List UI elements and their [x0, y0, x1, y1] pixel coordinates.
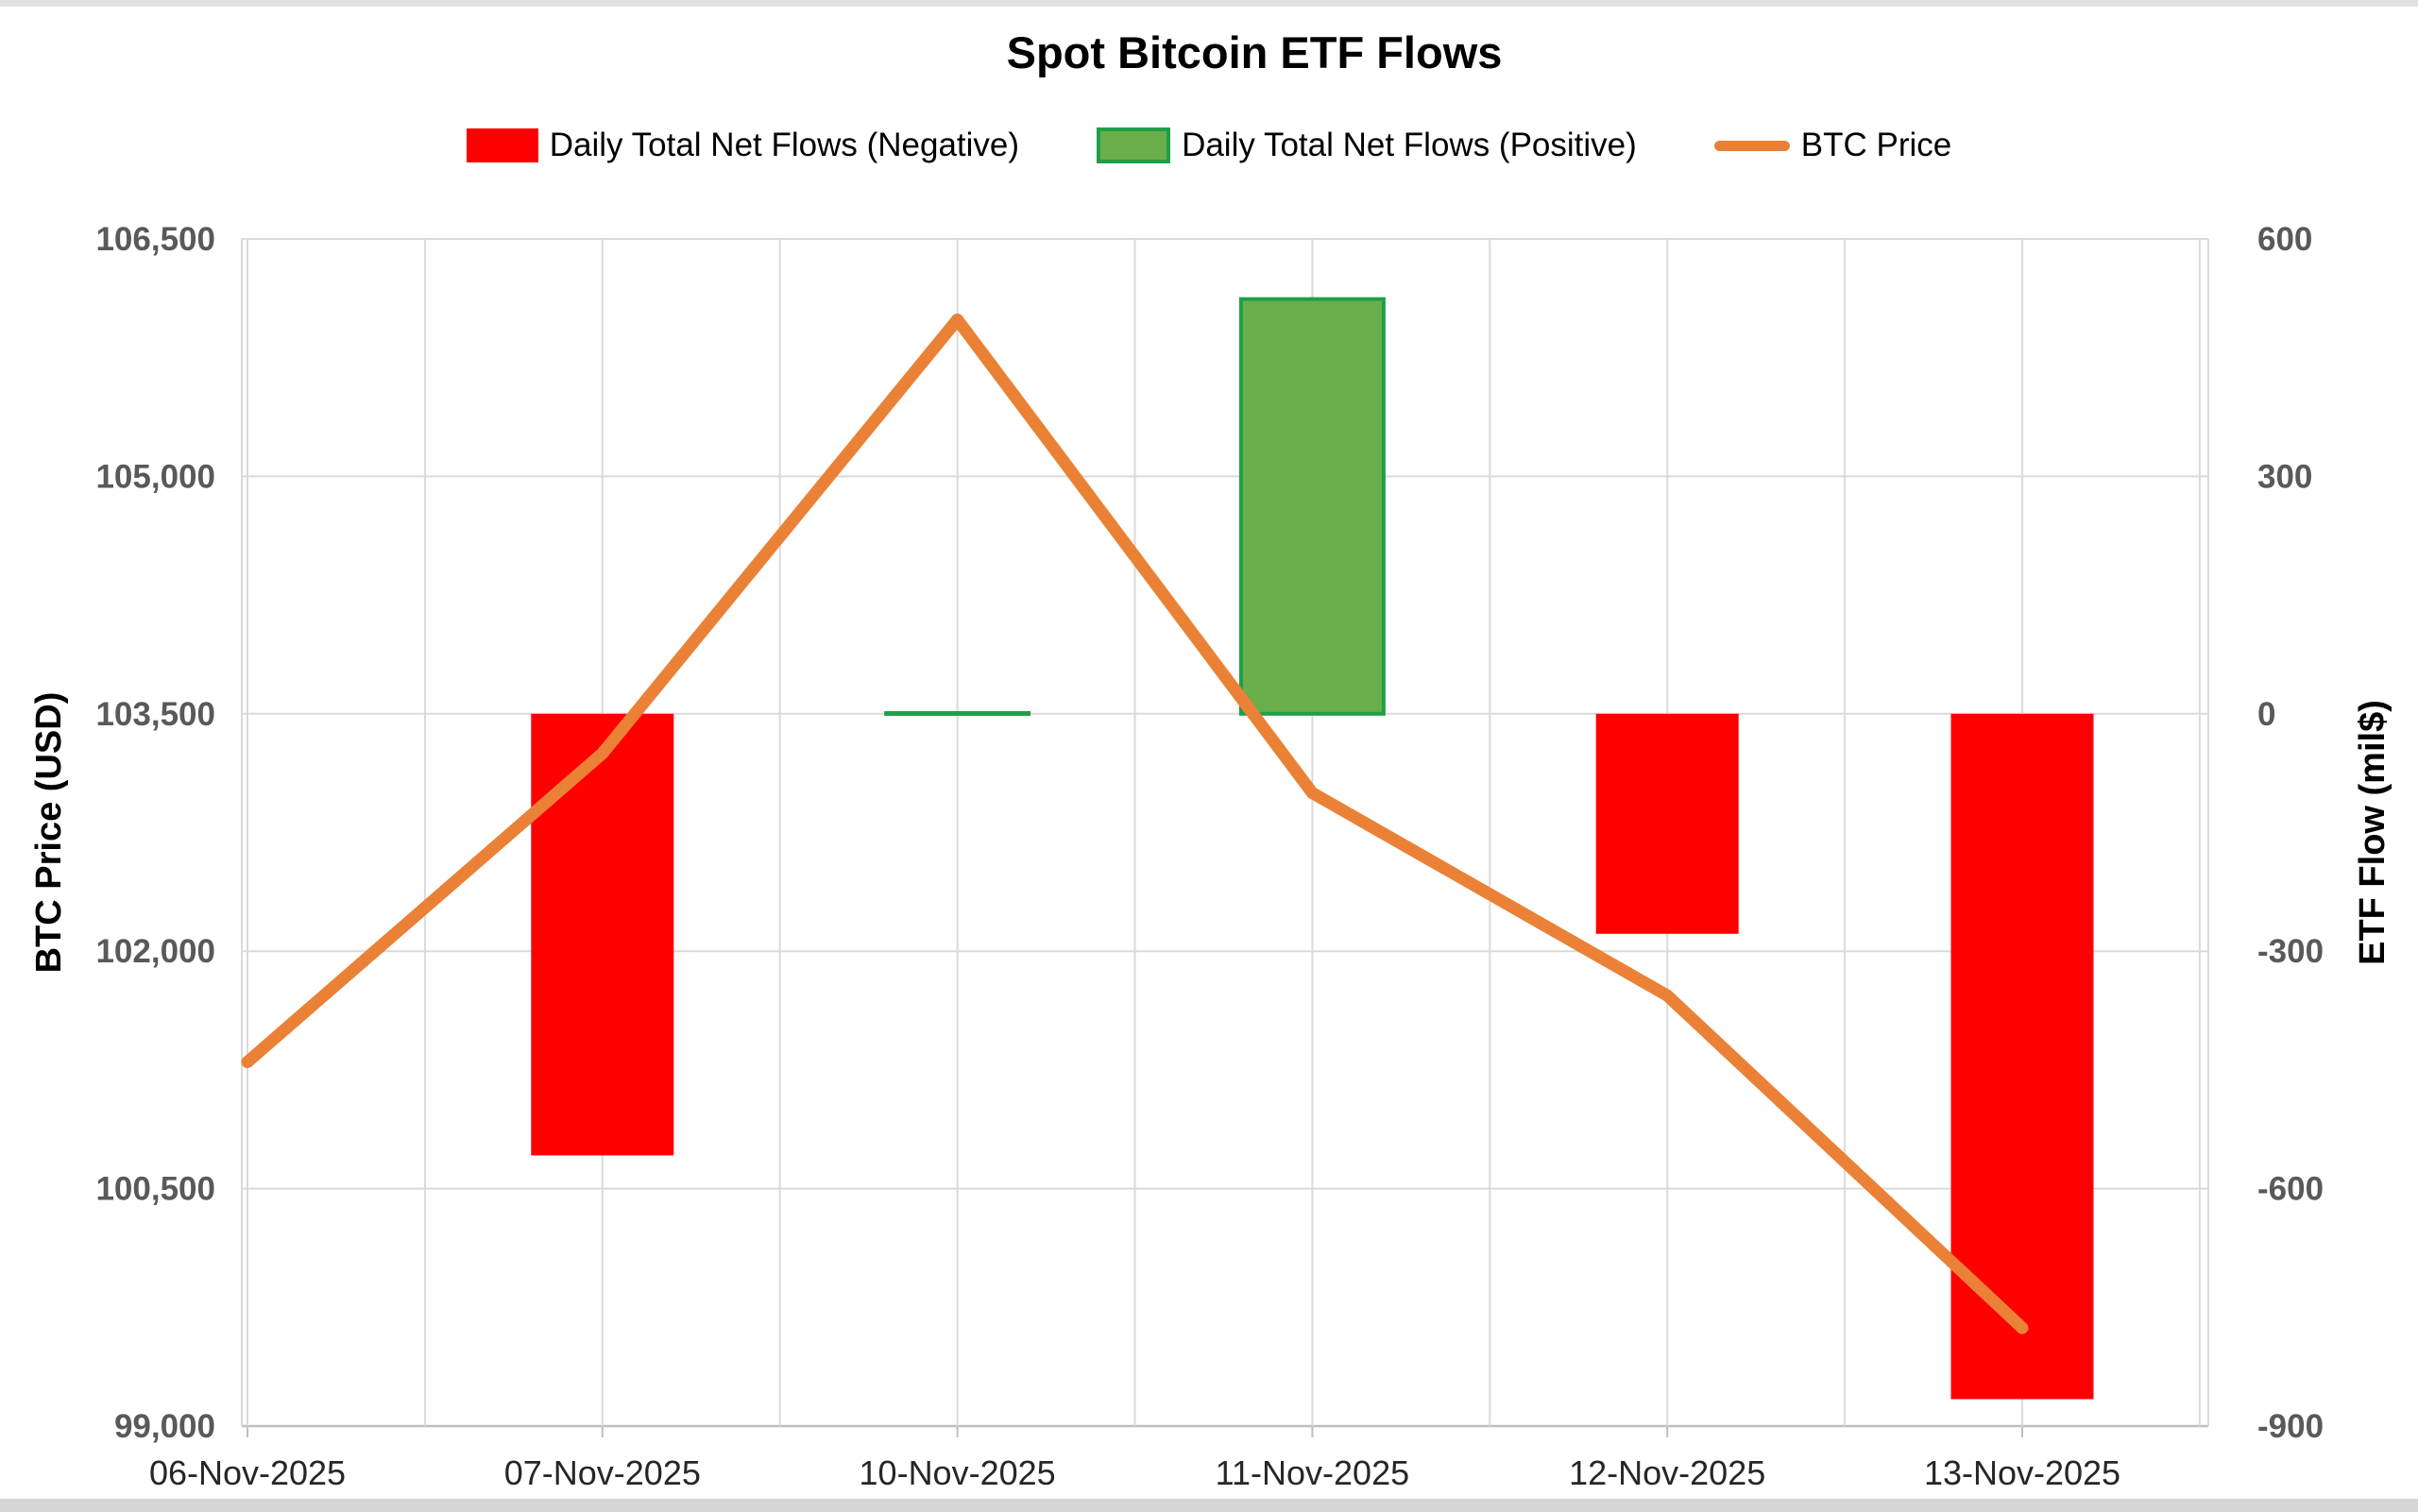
- left-axis-tick-label: 99,000: [114, 1408, 215, 1445]
- window-bottom-edge: [0, 1499, 2418, 1512]
- legend-item-positive-flows[interactable]: Daily Total Net Flows (Positive): [1097, 127, 1637, 164]
- right-axis-tick-label: -300: [2257, 933, 2324, 970]
- legend-item-btc-price[interactable]: BTC Price: [1713, 127, 1952, 164]
- right-axis-tick-label: 300: [2257, 458, 2312, 495]
- negative-flow-bar-12-Nov-2025[interactable]: [1595, 713, 1739, 934]
- legend: Daily Total Net Flows (Negative) Daily T…: [0, 127, 2418, 164]
- btc-price-line[interactable]: [241, 313, 2029, 1334]
- right-axis-tick-label: -600: [2257, 1171, 2324, 1208]
- positive-flow-bar-10-Nov-2025[interactable]: [884, 710, 1031, 716]
- right-axis-tick-label: -900: [2257, 1408, 2324, 1445]
- x-axis-label: 11-Nov-2025: [1216, 1453, 1409, 1492]
- x-axis-label: 13-Nov-2025: [1924, 1453, 2120, 1492]
- chart-title: Spot Bitcoin ETF Flows: [1006, 27, 1503, 77]
- positive-flow-bar-11-Nov-2025[interactable]: [1238, 297, 1386, 716]
- x-axis-label: 10-Nov-2025: [860, 1453, 1056, 1492]
- right-axis-title: ETF Flow (mil$): [2353, 700, 2392, 965]
- window-top-edge: [0, 0, 2418, 7]
- right-axis-tick-label: 600: [2257, 221, 2312, 258]
- left-axis-tick-label: 106,500: [95, 221, 215, 258]
- x-axis-label: 07-Nov-2025: [504, 1453, 701, 1492]
- legend-label-btc-price: BTC Price: [1800, 127, 1952, 163]
- negative-flow-bar-07-Nov-2025[interactable]: [531, 713, 674, 1156]
- negative-flow-bar-13-Nov-2025[interactable]: [1950, 713, 2094, 1400]
- left-axis-tick-label: 100,500: [95, 1171, 215, 1208]
- left-axis-tick-label: 105,000: [95, 458, 215, 495]
- red-bar-swatch-icon: [466, 128, 538, 162]
- right-axis-tick-label: 0: [2257, 696, 2275, 733]
- green-bar-swatch-icon: [1097, 127, 1171, 163]
- left-axis-tick-label: 102,000: [95, 933, 215, 970]
- x-axis-label: 12-Nov-2025: [1569, 1453, 1765, 1492]
- legend-label-negative: Daily Total Net Flows (Negative): [549, 127, 1020, 163]
- legend-item-negative-flows[interactable]: Daily Total Net Flows (Negative): [466, 127, 1020, 164]
- left-axis-title: BTC Price (USD): [29, 692, 69, 974]
- left-axis-tick-label: 103,500: [95, 696, 215, 733]
- x-axis-label: 06-Nov-2025: [149, 1453, 346, 1492]
- legend-label-positive: Daily Total Net Flows (Positive): [1182, 127, 1637, 163]
- orange-line-swatch-icon: [1713, 140, 1790, 151]
